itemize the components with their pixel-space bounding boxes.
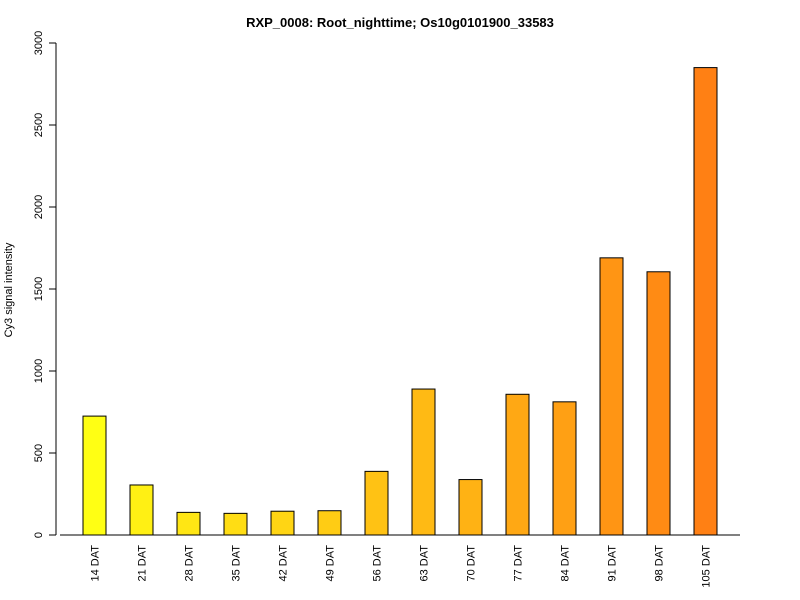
x-tick-label: 77 DAT: [513, 545, 525, 582]
x-tick-label: 49 DAT: [325, 545, 337, 582]
bar-70-dat: [458, 479, 483, 536]
bar-98-dat: [646, 271, 671, 536]
y-tick-label: 1500: [33, 277, 45, 301]
bar-105-dat: [693, 67, 718, 536]
chart-title: RXP_0008: Root_nighttime; Os10g0101900_3…: [246, 15, 554, 30]
x-tick-label: 63 DAT: [419, 545, 431, 582]
x-tick-label: 56 DAT: [372, 545, 384, 582]
bar-49-dat: [317, 510, 342, 536]
x-tick-label: 35 DAT: [231, 545, 243, 582]
x-axis: 14 DAT 21 DAT 28 DAT 35 DAT 42 DAT 49 DAT 56 D…: [60, 534, 740, 588]
y-axis-title: Cy3 signal intensity: [3, 242, 15, 337]
x-tick-label: 21 DAT: [137, 545, 149, 582]
bar-56-dat: [364, 470, 389, 536]
x-tick-label: 42 DAT: [278, 545, 290, 582]
x-tick-label: 28 DAT: [184, 545, 196, 582]
bar-63-dat: [411, 388, 436, 536]
bar-91-dat: [599, 257, 624, 536]
bar-77-dat: [505, 393, 530, 536]
y-tick-label: 2000: [33, 195, 45, 219]
x-tick-label: 14 DAT: [90, 545, 102, 582]
bar-21-dat: [129, 484, 154, 536]
x-tick-label: 91 DAT: [607, 545, 619, 582]
y-tick-label: 3000: [33, 31, 45, 55]
x-tick-label: 105 DAT: [701, 545, 713, 588]
y-tick-label: 0: [33, 532, 45, 538]
x-tick-label: 70 DAT: [466, 545, 478, 582]
bar-28-dat: [176, 511, 201, 536]
bar-14-dat: [82, 415, 107, 536]
bar-35-dat: [223, 512, 248, 536]
bar-42-dat: [270, 510, 295, 536]
y-tick-label: 2500: [33, 113, 45, 137]
y-tick-label: 1000: [33, 359, 45, 383]
bars-group: [82, 67, 718, 536]
x-tick-label: 84 DAT: [560, 545, 572, 582]
x-tick-label: 98 DAT: [654, 545, 666, 582]
y-tick-label: 500: [33, 444, 45, 462]
y-axis: 0 500 1000 1500 2000 2500 3000: [33, 31, 57, 538]
bar-84-dat: [552, 401, 577, 536]
